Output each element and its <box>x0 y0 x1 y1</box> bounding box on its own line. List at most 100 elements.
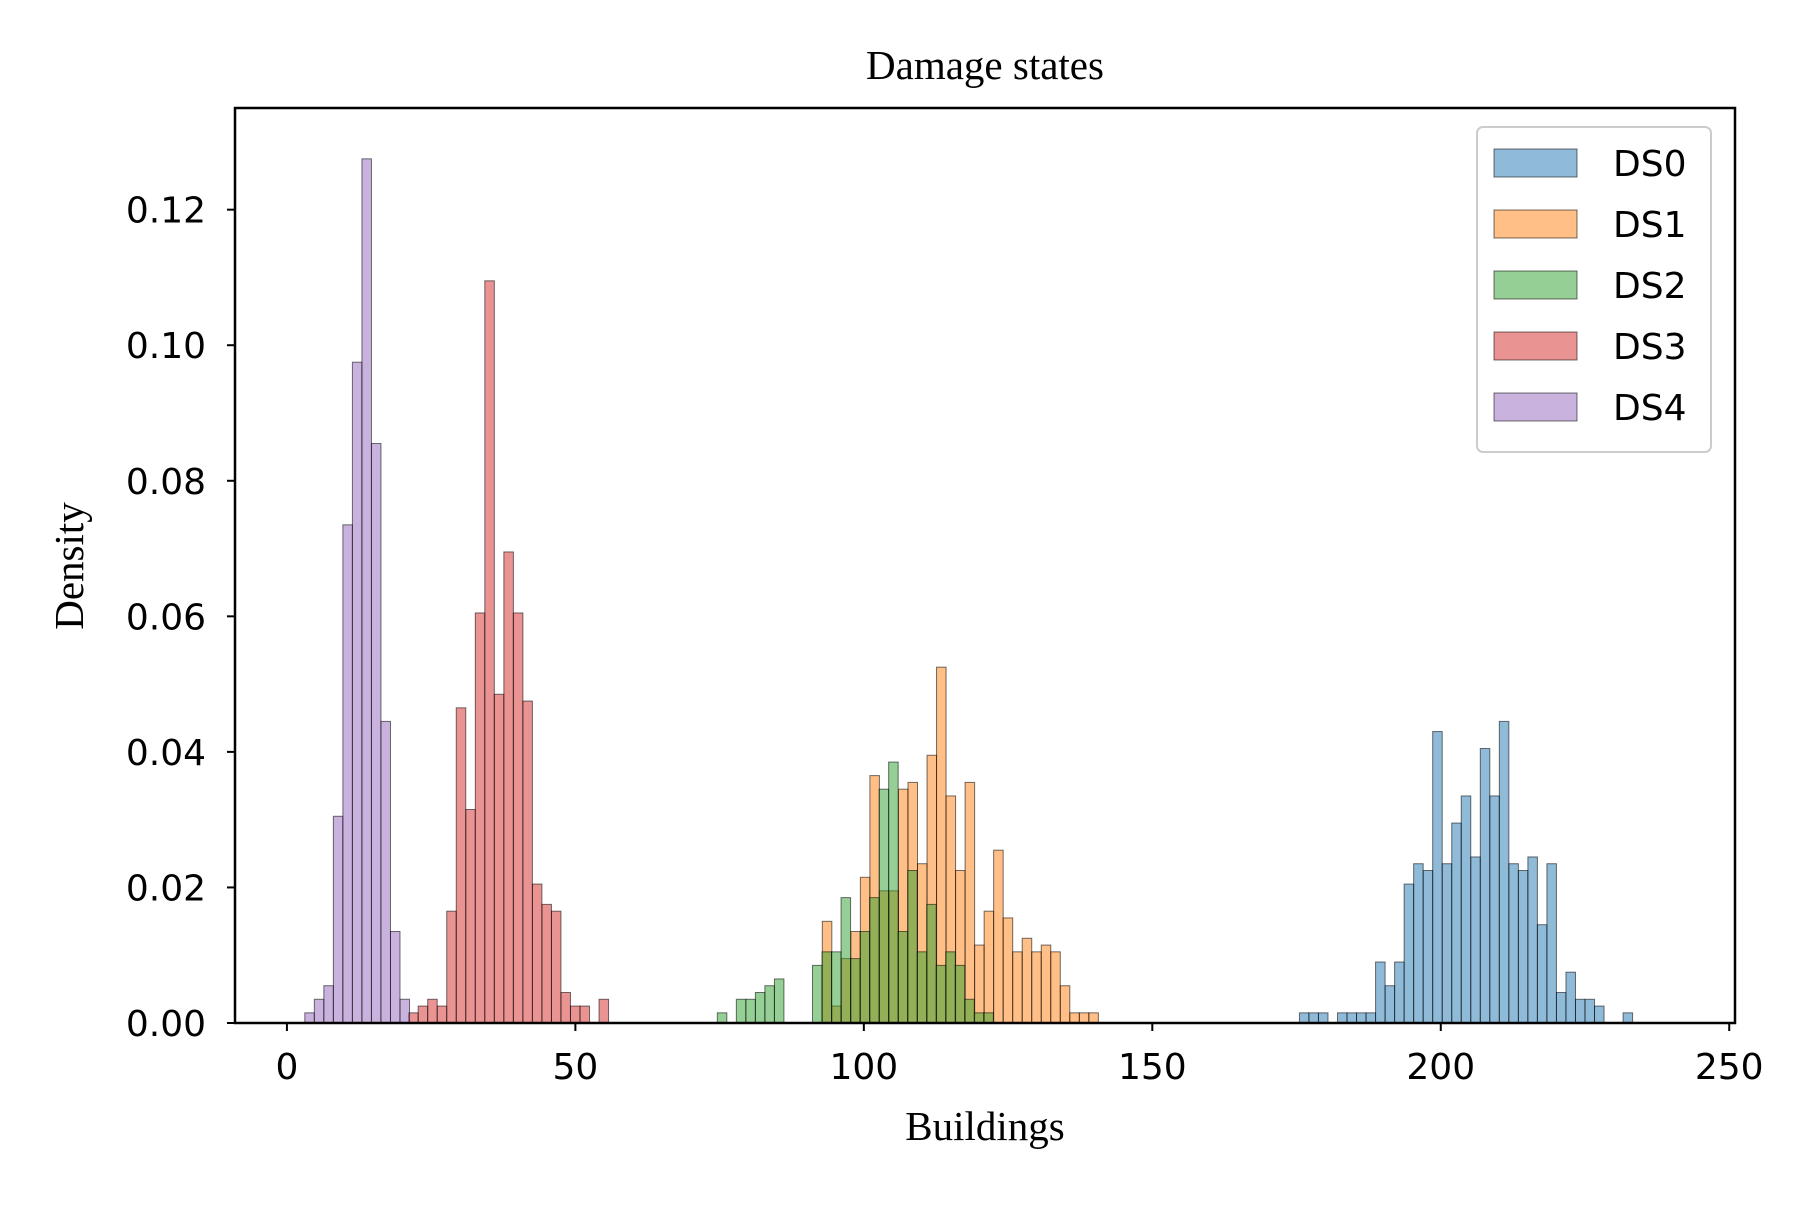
histogram-bar <box>503 551 514 1024</box>
histogram-bar <box>313 998 325 1024</box>
histogram-bar <box>1565 971 1576 1024</box>
histogram-bars <box>304 158 1634 1024</box>
histogram-bar <box>370 443 382 1024</box>
histogram-bar <box>512 612 524 1024</box>
y-axis-ticks: 0.00 0.02 0.04 0.06 0.08 0.10 0.12 <box>126 191 235 1045</box>
histogram-bar <box>399 998 411 1024</box>
y-tick-label: 0.10 <box>126 326 206 367</box>
histogram-bar <box>541 903 552 1024</box>
legend-label: DS1 <box>1613 205 1686 246</box>
histogram-bar <box>1432 731 1443 1024</box>
y-axis-label: Density <box>46 502 92 630</box>
histogram-bar <box>1422 870 1434 1024</box>
histogram-bar <box>351 361 363 1024</box>
histogram-bar <box>455 707 467 1024</box>
histogram-bar <box>332 815 344 1024</box>
histogram-bar <box>1527 856 1538 1024</box>
histogram-bar <box>812 964 823 1024</box>
histogram-bar <box>983 910 995 1024</box>
histogram-bar <box>973 1012 985 1024</box>
histogram-bar <box>1498 720 1510 1024</box>
histogram-bar <box>954 964 966 1024</box>
histogram-bar <box>1040 944 1052 1024</box>
x-tick-label: 100 <box>829 1047 898 1088</box>
histogram-bar <box>1365 1012 1377 1024</box>
histogram-bar <box>888 761 899 1024</box>
histogram-bar <box>598 998 610 1024</box>
histogram-bar <box>1441 863 1453 1024</box>
histogram-bar <box>1298 1012 1310 1024</box>
x-tick-label: 0 <box>275 1047 298 1088</box>
y-tick-label: 0.04 <box>126 733 206 774</box>
legend-swatch <box>1493 331 1578 361</box>
histogram-bar <box>840 897 852 1024</box>
histogram-bar <box>304 1012 315 1024</box>
histogram-bar <box>1384 985 1396 1024</box>
histogram-bar <box>1470 856 1481 1024</box>
legend-swatch <box>1493 270 1578 300</box>
histogram-bar <box>754 992 766 1024</box>
histogram-bar <box>983 1012 994 1024</box>
histogram-bar <box>1508 863 1519 1024</box>
histogram-bar <box>522 700 533 1024</box>
x-tick-label: 250 <box>1695 1047 1764 1088</box>
x-tick-label: 200 <box>1406 1047 1475 1088</box>
histogram-bar <box>323 985 334 1024</box>
histogram-bar <box>1413 863 1424 1024</box>
histogram-bar <box>773 978 785 1024</box>
histogram-bar <box>408 1012 419 1024</box>
x-tick-label: 50 <box>552 1047 598 1088</box>
histogram-bar <box>764 985 775 1024</box>
histogram-bar <box>427 998 438 1024</box>
histogram-bar <box>1460 795 1472 1024</box>
legend-label: DS0 <box>1613 144 1686 185</box>
series-ds2-bars <box>716 761 994 1024</box>
histogram-bar <box>1356 1012 1367 1024</box>
histogram-bar <box>436 1005 448 1024</box>
chart-title: Damage states <box>866 42 1104 88</box>
histogram-bar <box>935 964 947 1024</box>
histogram-bar <box>1451 822 1462 1024</box>
histogram-bar <box>1479 748 1491 1024</box>
x-tick-label: 150 <box>1118 1047 1187 1088</box>
histogram-bar <box>1059 985 1071 1024</box>
histogram-bar <box>531 883 543 1024</box>
histogram-bar <box>1517 870 1529 1024</box>
histogram-bar <box>974 944 985 1024</box>
histogram-bar <box>579 1005 591 1024</box>
y-tick-label: 0.12 <box>126 191 206 232</box>
histogram-bar <box>1403 883 1415 1024</box>
histogram-bar <box>735 998 747 1024</box>
histogram-bar <box>745 998 756 1024</box>
histogram-bar <box>859 931 871 1024</box>
histogram-bar <box>945 951 956 1024</box>
histogram-bar <box>560 992 571 1024</box>
x-axis-ticks: 0 50 100 150 200 250 <box>275 1023 1764 1088</box>
histogram-bar <box>1012 951 1023 1024</box>
legend: DS0 DS1 DS2 DS3 DS4 <box>1476 126 1712 453</box>
histogram-bar <box>342 524 353 1024</box>
histogram-bar <box>389 931 401 1024</box>
histogram-bar <box>821 951 833 1024</box>
series-ds0-bars <box>1298 720 1634 1024</box>
legend-box <box>1476 126 1712 453</box>
histogram-bar <box>484 280 495 1024</box>
histogram-bar <box>897 931 909 1024</box>
legend-swatch <box>1493 209 1578 239</box>
histogram-bar <box>1555 992 1567 1024</box>
histogram-bar <box>1308 1012 1319 1024</box>
histogram-bar <box>993 849 1004 1024</box>
histogram-bar <box>1346 1012 1358 1024</box>
histogram-bar <box>926 903 937 1024</box>
histogram-bar <box>569 1005 581 1024</box>
histogram-bar <box>1088 1012 1099 1024</box>
histogram-bar <box>1546 863 1557 1024</box>
histogram-bar <box>850 958 861 1024</box>
legend-label: DS3 <box>1613 327 1686 368</box>
histogram-bar <box>1574 998 1586 1024</box>
histogram-bar <box>869 897 880 1024</box>
histogram-bar <box>1584 998 1596 1024</box>
histogram-bar <box>493 693 505 1024</box>
